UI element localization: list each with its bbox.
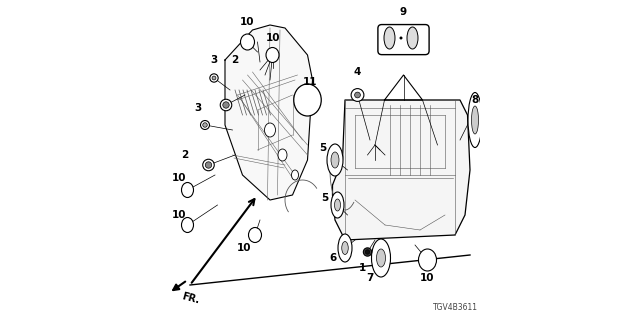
Ellipse shape — [384, 27, 395, 49]
Text: 2: 2 — [181, 150, 189, 160]
Text: 10: 10 — [172, 210, 186, 220]
Ellipse shape — [278, 149, 287, 161]
Text: 9: 9 — [400, 7, 407, 17]
Ellipse shape — [472, 106, 479, 134]
Ellipse shape — [407, 27, 418, 49]
Text: 11: 11 — [303, 77, 317, 87]
Circle shape — [364, 248, 372, 256]
Text: 8: 8 — [472, 95, 479, 105]
Circle shape — [203, 123, 207, 127]
Text: 10: 10 — [240, 17, 255, 27]
Ellipse shape — [248, 228, 262, 243]
Text: 10: 10 — [237, 243, 252, 253]
Ellipse shape — [266, 47, 279, 62]
Ellipse shape — [376, 249, 385, 267]
Ellipse shape — [419, 249, 436, 271]
Circle shape — [212, 76, 216, 80]
Ellipse shape — [371, 239, 390, 277]
Ellipse shape — [338, 234, 352, 262]
Text: 3: 3 — [211, 55, 218, 65]
Ellipse shape — [294, 84, 321, 116]
Ellipse shape — [331, 152, 339, 168]
Text: 2: 2 — [232, 55, 239, 65]
Text: 5: 5 — [319, 143, 326, 153]
Text: FR.: FR. — [181, 291, 201, 305]
Circle shape — [200, 121, 209, 130]
Circle shape — [355, 92, 360, 98]
Circle shape — [205, 162, 212, 168]
Circle shape — [203, 159, 214, 171]
Circle shape — [351, 89, 364, 101]
Ellipse shape — [291, 170, 298, 180]
Circle shape — [223, 102, 229, 108]
Ellipse shape — [342, 242, 348, 254]
Text: 4: 4 — [354, 67, 361, 77]
Circle shape — [365, 250, 370, 254]
Text: 10: 10 — [420, 273, 435, 283]
Polygon shape — [225, 25, 312, 200]
Ellipse shape — [335, 199, 340, 211]
Ellipse shape — [182, 182, 193, 197]
Circle shape — [210, 74, 218, 82]
Ellipse shape — [241, 34, 255, 50]
Text: TGV4B3611: TGV4B3611 — [433, 303, 477, 312]
Text: 7: 7 — [366, 273, 374, 283]
Ellipse shape — [468, 92, 482, 148]
Text: 5: 5 — [321, 193, 328, 203]
FancyBboxPatch shape — [378, 25, 429, 55]
Text: 1: 1 — [359, 263, 366, 273]
Text: 3: 3 — [194, 103, 201, 113]
Ellipse shape — [264, 123, 275, 137]
Text: 10: 10 — [172, 173, 186, 183]
Ellipse shape — [182, 218, 193, 233]
Ellipse shape — [327, 144, 343, 176]
Circle shape — [399, 36, 403, 39]
Text: 10: 10 — [266, 33, 281, 43]
Text: 6: 6 — [329, 253, 336, 263]
Ellipse shape — [331, 192, 344, 218]
Polygon shape — [333, 100, 470, 240]
Circle shape — [220, 99, 232, 111]
